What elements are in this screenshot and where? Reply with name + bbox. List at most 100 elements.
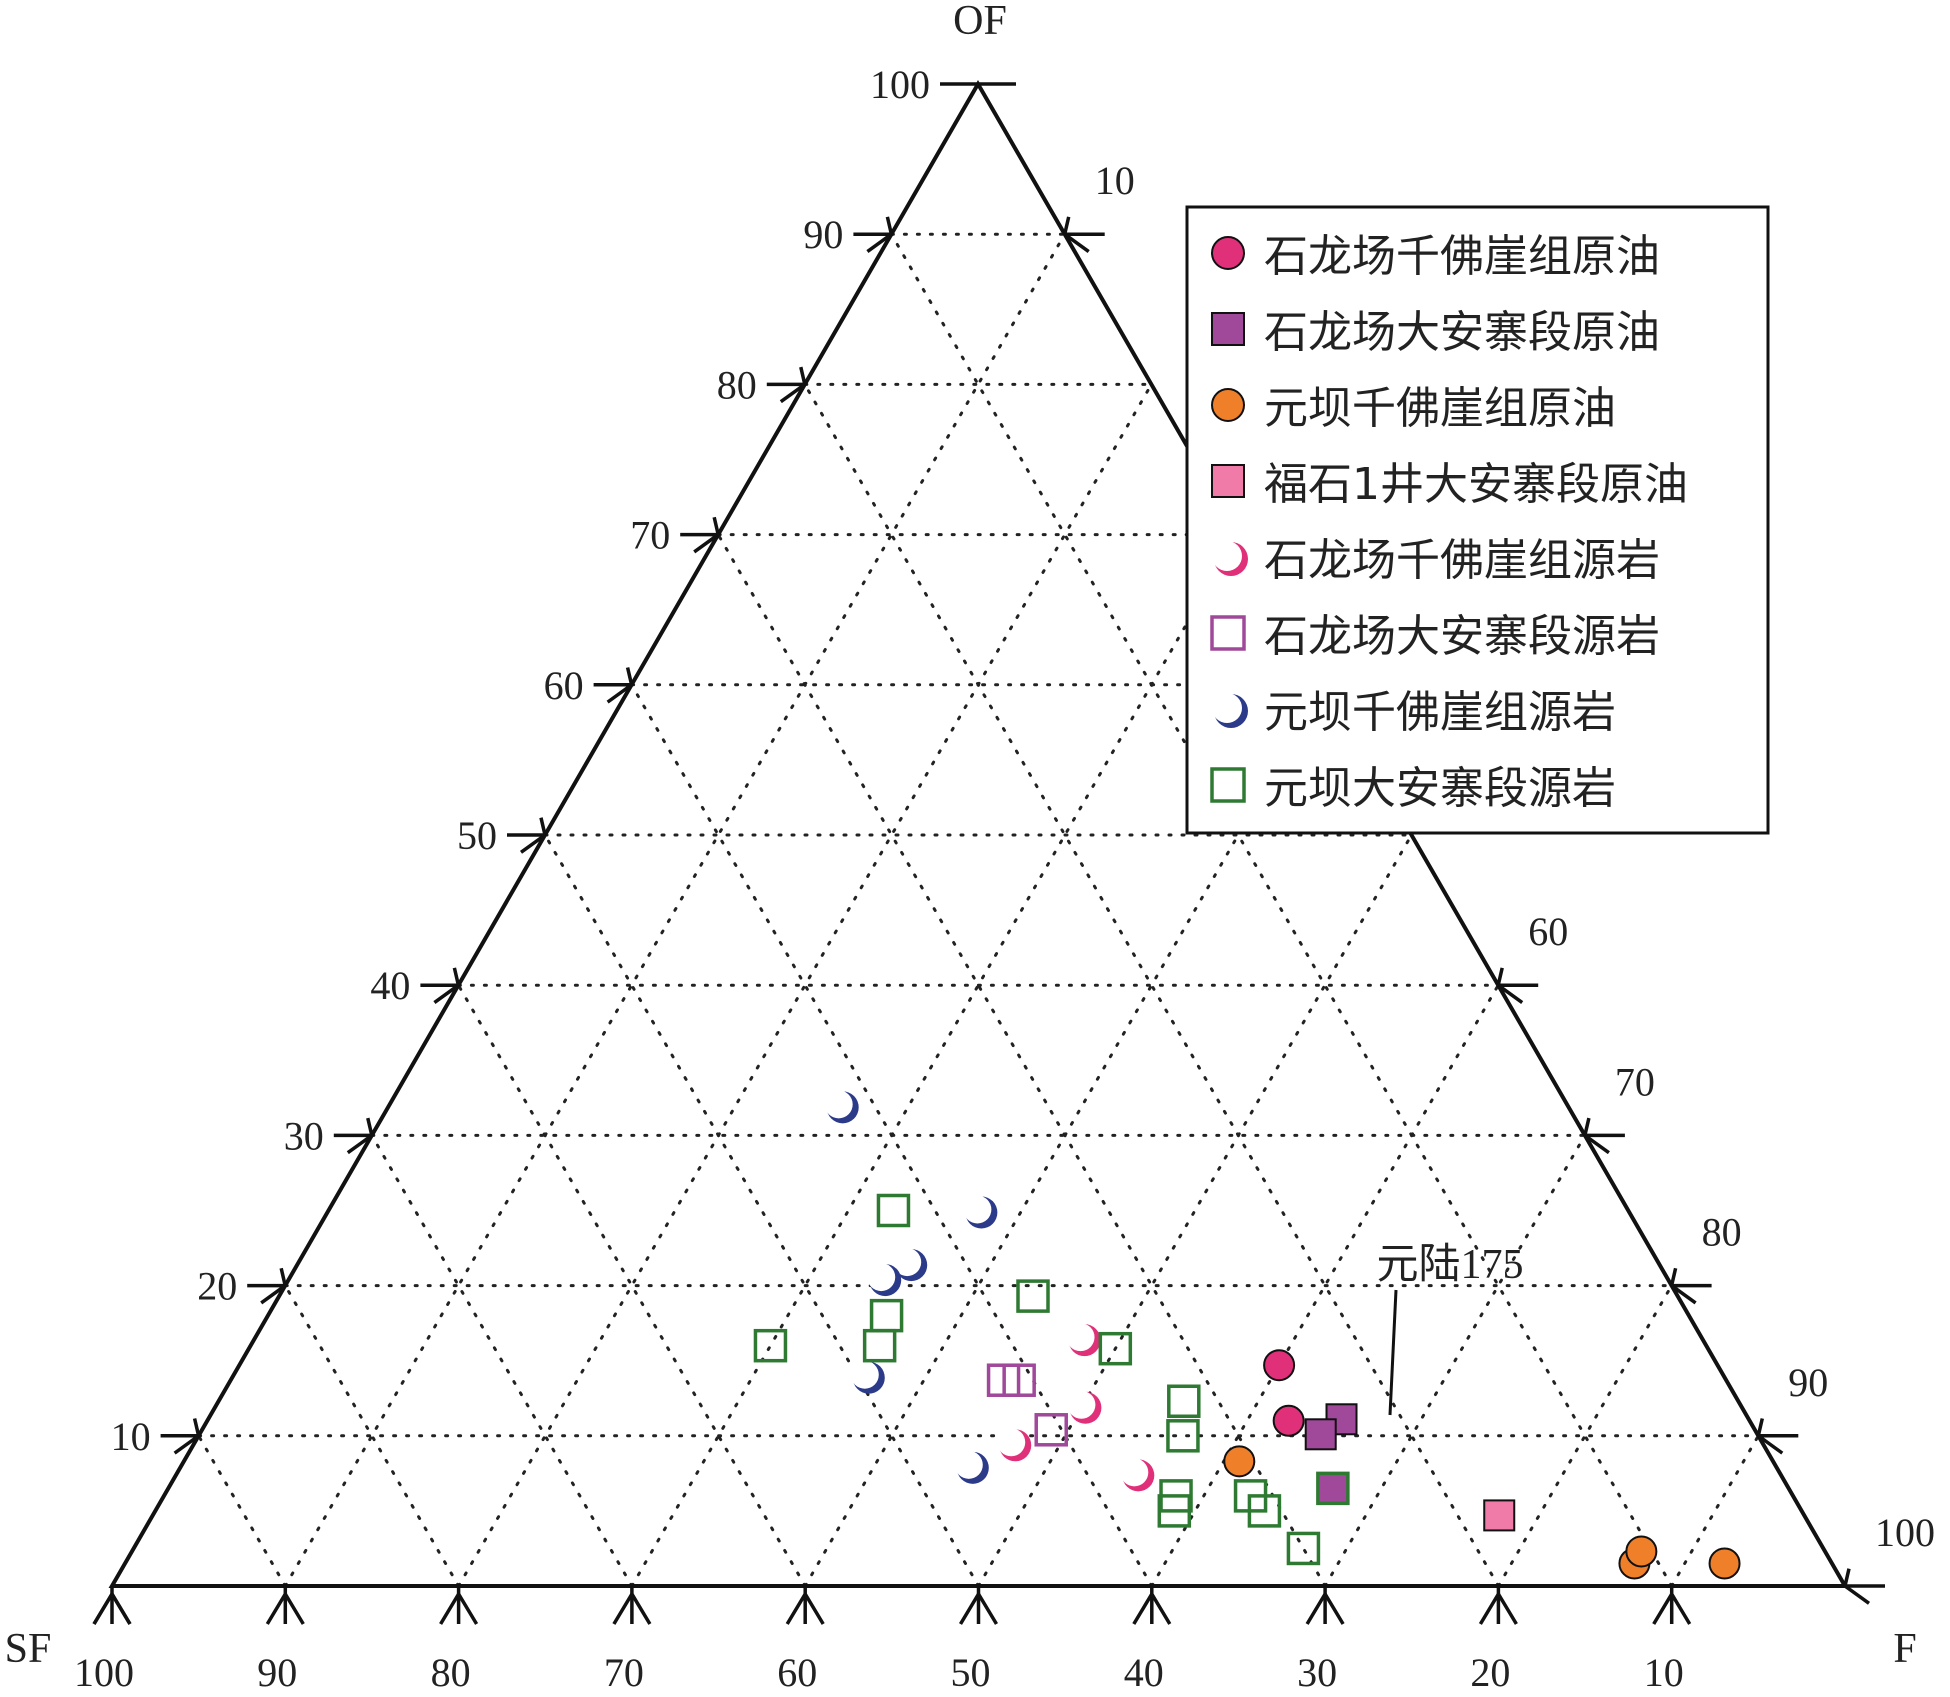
annotation-pointer	[1388, 1289, 1398, 1416]
of-tick-chevron-90	[866, 216, 894, 253]
point-6-5-face	[954, 1450, 983, 1479]
of-tick-label-10: 10	[111, 1414, 151, 1459]
f-tick-label-90: 90	[1788, 1360, 1828, 1405]
point-5-1	[1002, 1363, 1036, 1397]
point-6-4	[850, 1360, 885, 1394]
of-tick-chevron-40	[433, 967, 461, 1004]
legend-item-1: 石龙场大安寨段原油	[1211, 307, 1660, 358]
annotation-yuanlu175: 元陆175	[1376, 1242, 1524, 1416]
sf-tick-label-60: 60	[777, 1650, 817, 1695]
point-6-3	[867, 1263, 902, 1297]
series-6	[824, 1090, 998, 1484]
legend-label-2: 元坝千佛崖组原油	[1264, 383, 1616, 434]
legend-item-0: 石龙场千佛崖组原油	[1211, 231, 1660, 282]
series-4	[997, 1323, 1155, 1492]
of-tick-label-30: 30	[284, 1113, 324, 1158]
of-tick-label-60: 60	[544, 663, 584, 708]
legend-item-6: 元坝千佛崖组源岩	[1212, 687, 1616, 738]
grid-line-sf-70	[370, 1133, 634, 1588]
point-4-1-face	[1067, 1390, 1096, 1419]
f-tick-chevron-100	[1843, 1568, 1871, 1605]
point-2-0	[1223, 1445, 1256, 1478]
legend-label-0: 石龙场千佛崖组原油	[1264, 231, 1660, 282]
f-tick-label-10: 10	[1095, 158, 1135, 203]
sf-tick-chevron-80	[439, 1590, 479, 1625]
sf-tick-chevron-60	[785, 1590, 825, 1625]
point-4-3	[1120, 1458, 1155, 1492]
legend-label-1: 石龙场大安寨段原油	[1264, 307, 1660, 358]
legend-marker-5	[1210, 615, 1246, 651]
sf-tick-label-70: 70	[604, 1650, 644, 1695]
grid-line-f-80	[1496, 1284, 1674, 1588]
point-4-2	[997, 1428, 1032, 1462]
legend-marker-7	[1210, 767, 1246, 803]
point-7-1	[1016, 1279, 1050, 1313]
point-7-5	[1098, 1331, 1133, 1366]
data-points	[753, 1090, 1741, 1580]
legend-item-2: 元坝千佛崖组原油	[1211, 383, 1616, 434]
point-6-0	[824, 1090, 859, 1124]
series-5	[986, 1363, 1068, 1447]
point-6-4-face	[850, 1360, 879, 1389]
legend-marker-6	[1212, 693, 1248, 728]
of-tick-chevron-70	[693, 516, 721, 554]
legend-item-4: 石龙场千佛崖组源岩	[1212, 535, 1660, 586]
apex-label-sf: SF	[5, 1626, 52, 1672]
legend-marker-6-face	[1212, 693, 1242, 723]
apex-label-f: F	[1893, 1626, 1916, 1672]
legend-label-4: 石龙场千佛崖组源岩	[1264, 535, 1660, 586]
sf-tick-label-80: 80	[431, 1650, 471, 1695]
sf-tick-label-10: 10	[1644, 1650, 1684, 1695]
point-7-9	[1157, 1494, 1192, 1528]
point-4-1	[1067, 1390, 1102, 1424]
sf-tick-chevron-20	[1478, 1590, 1518, 1625]
legend-marker-3	[1211, 464, 1245, 498]
f-tick-chevron-80	[1669, 1267, 1697, 1305]
apex-label-of: OF	[953, 0, 1007, 44]
grid-lines	[197, 232, 1760, 1588]
legend-item-3: 福石1井大安寨段原油	[1211, 459, 1688, 510]
legend-marker-0	[1211, 236, 1245, 270]
legend-item-5: 石龙场大安寨段源岩	[1210, 611, 1660, 662]
grid-line-sf-20	[803, 382, 1500, 1588]
of-tick-label-50: 50	[457, 813, 497, 858]
point-6-5	[954, 1450, 989, 1484]
legend-label-6: 元坝千佛崖组源岩	[1264, 687, 1616, 738]
f-tick-chevron-90	[1756, 1418, 1784, 1455]
sf-tick-chevron-50	[958, 1590, 999, 1625]
f-tick-chevron-70	[1582, 1117, 1610, 1155]
point-3-0	[1483, 1499, 1516, 1532]
legend-marker-1	[1211, 312, 1245, 346]
f-tick-label-60: 60	[1528, 909, 1568, 954]
point-0-1	[1272, 1404, 1305, 1437]
legend-label-5: 石龙场大安寨段源岩	[1264, 611, 1660, 662]
sf-tick-label-20: 20	[1470, 1650, 1510, 1695]
point-2-3	[1708, 1547, 1741, 1580]
of-tick-label-40: 40	[370, 963, 410, 1008]
point-6-1-face	[963, 1195, 992, 1224]
grid-line-f-20	[457, 382, 1153, 1588]
sf-tick-chevron-70	[612, 1590, 652, 1625]
point-7-13	[1286, 1531, 1321, 1566]
of-tick-label-90: 90	[803, 212, 843, 257]
point-1-2	[1316, 1472, 1349, 1505]
point-7-2	[869, 1298, 904, 1333]
point-7-11	[1247, 1494, 1282, 1528]
legend-label-3: 福石1井大安寨段原油	[1264, 459, 1688, 510]
of-tick-chevron-10	[173, 1418, 201, 1455]
point-6-3-face	[867, 1263, 896, 1292]
grid-line-f-90	[1670, 1434, 1760, 1588]
of-tick-chevron-60	[606, 667, 634, 704]
legend: 石龙场千佛崖组原油石龙场大安寨段原油元坝千佛崖组原油福石1井大安寨段原油石龙场千…	[1185, 205, 1770, 835]
sf-tick-label-50: 50	[951, 1650, 991, 1695]
axis-ticks: 10 20 30 40 50 60 70 80 90 100 100 90 80 70 60 50 40 30 20…	[74, 62, 1935, 1695]
point-7-7	[1166, 1419, 1200, 1453]
grid-line-sf-40	[630, 683, 1154, 1588]
point-0-0	[1263, 1349, 1296, 1382]
point-7-6	[1167, 1384, 1201, 1419]
point-7-4	[753, 1328, 788, 1363]
f-tick-label-80: 80	[1702, 1210, 1742, 1255]
point-1-1	[1304, 1418, 1337, 1451]
point-4-0-face	[1066, 1323, 1095, 1352]
